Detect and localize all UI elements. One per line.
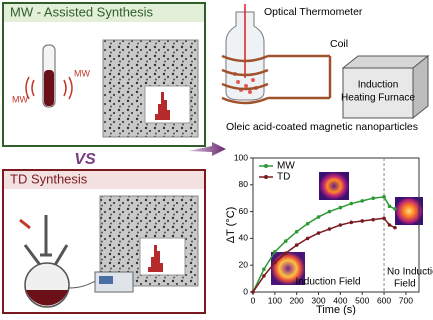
y-tick-label: 0 xyxy=(243,286,248,296)
point xyxy=(388,223,392,227)
point xyxy=(317,215,321,219)
td-title: TD Synthesis xyxy=(10,171,88,186)
point xyxy=(306,222,310,226)
point xyxy=(339,223,343,227)
thermometer-label: Optical Thermometer xyxy=(264,6,363,18)
x-tick-label: 500 xyxy=(355,295,369,305)
annotation: Field xyxy=(394,279,416,290)
point xyxy=(339,206,343,210)
point xyxy=(273,250,277,254)
x-tick-label: 700 xyxy=(399,295,413,305)
mw-title: MW - Assisted Synthesis xyxy=(10,4,154,19)
legend-marker xyxy=(264,164,268,168)
x-axis-label: Time (s) xyxy=(316,304,356,315)
point xyxy=(360,199,364,203)
point xyxy=(328,210,332,214)
point xyxy=(284,239,288,243)
point xyxy=(284,251,288,255)
y-tick-label: 100 xyxy=(234,152,248,162)
y-tick-label: 40 xyxy=(239,233,249,243)
coil-label: Coil xyxy=(330,38,348,50)
y-tick-label: 80 xyxy=(239,179,249,189)
y-tick-label: 60 xyxy=(239,206,249,216)
point xyxy=(295,230,299,234)
annotation: No Induction xyxy=(387,267,433,278)
y-tick-label: 20 xyxy=(239,259,249,269)
sample-label: Oleic acid-coated magnetic nanoparticles xyxy=(226,121,418,133)
point xyxy=(317,231,321,235)
x-tick-label: 200 xyxy=(290,295,304,305)
wave-label: MW xyxy=(12,94,28,104)
point xyxy=(251,290,255,294)
point xyxy=(295,243,299,247)
point xyxy=(388,204,392,208)
point xyxy=(349,221,353,225)
furnace-label: Heating Furnace xyxy=(341,93,415,104)
vs-label: VS xyxy=(74,151,96,168)
figure: MW - Assisted Synthesis MW MW VS TD Synt… xyxy=(0,0,433,315)
thermal-image xyxy=(319,172,349,200)
point xyxy=(393,207,397,211)
point xyxy=(371,196,375,200)
x-tick-label: 0 xyxy=(251,295,256,305)
point xyxy=(382,217,386,221)
point xyxy=(349,202,353,206)
x-tick-label: 600 xyxy=(377,295,391,305)
point xyxy=(273,261,277,265)
point xyxy=(306,237,310,241)
legend-marker xyxy=(264,175,268,179)
wave-label: MW xyxy=(74,68,90,78)
annotation: Induction Field xyxy=(295,277,360,288)
tube-liquid xyxy=(44,70,54,106)
point xyxy=(371,218,375,222)
point xyxy=(328,227,332,231)
furnace-label: Induction xyxy=(358,80,399,91)
y-axis-label: ΔT (°C) xyxy=(225,207,237,244)
point xyxy=(360,219,364,223)
legend-label: TD xyxy=(277,172,290,183)
point xyxy=(393,226,397,230)
controller-display xyxy=(99,276,113,284)
x-tick-label: 100 xyxy=(268,295,282,305)
point xyxy=(382,195,386,199)
legend-label: MW xyxy=(277,161,295,172)
point xyxy=(262,274,266,278)
point xyxy=(262,267,266,271)
